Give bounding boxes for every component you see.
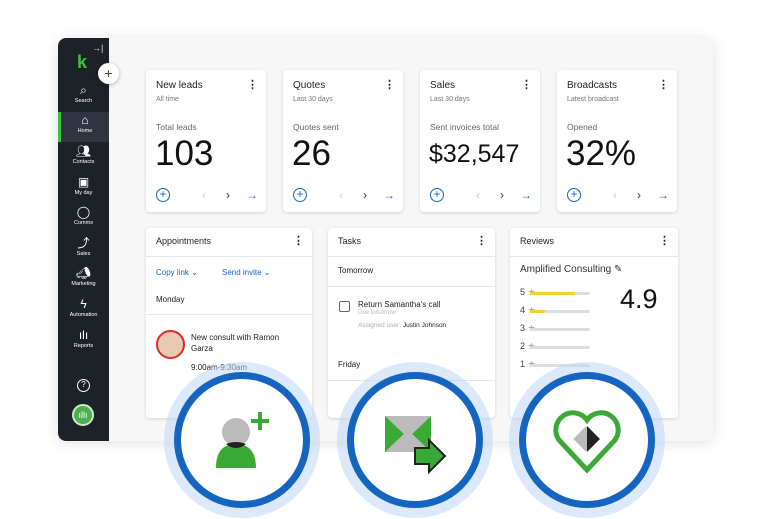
- card-label: Total leads: [156, 122, 197, 132]
- rating-bar: [530, 310, 590, 313]
- task-checkbox[interactable]: [339, 301, 350, 312]
- average-rating: 4.9: [620, 284, 658, 314]
- add-contact-badge: [164, 362, 320, 518]
- add-contact-icon: [216, 412, 269, 468]
- day-label: Monday: [156, 295, 185, 304]
- assigned-user: Justin Johnson: [402, 322, 447, 329]
- rating-bar: [530, 292, 590, 295]
- kpi-card-quotes: Quotes ⋮ Last 30 days Quotes sent 26 + ‹ › →: [283, 70, 403, 212]
- chat-icon: ◯: [76, 205, 91, 219]
- card-title: Appointments: [156, 236, 212, 246]
- more-menu-icon[interactable]: ⋮: [658, 79, 669, 91]
- group-label: Tomorrow: [338, 266, 374, 275]
- prev-icon[interactable]: ‹: [476, 188, 480, 202]
- card-value: 32%: [566, 134, 637, 173]
- megaphone-icon: 📣︎: [75, 266, 92, 280]
- search-icon: ⌕: [80, 83, 87, 97]
- user-avatar[interactable]: ıllı: [72, 404, 94, 426]
- contacts-icon: 👥︎: [75, 144, 92, 158]
- more-menu-icon[interactable]: ⋮: [476, 235, 487, 247]
- kpi-card-broadcasts: Broadcasts ⋮ Latest broadcast Opened 32% …: [557, 70, 677, 212]
- sidebar-item-my-day[interactable]: ▣ My day: [58, 174, 109, 204]
- sidebar-item-home[interactable]: ⌂ Home: [58, 112, 109, 142]
- card-period: Last 30 days: [293, 96, 333, 103]
- card-value: 26: [292, 134, 331, 173]
- card-value: $32,547: [429, 140, 520, 168]
- go-arrow-icon[interactable]: →: [246, 188, 258, 202]
- sidebar-item-comms[interactable]: ◯ Comms: [58, 204, 109, 234]
- more-menu-icon[interactable]: ⋮: [384, 79, 395, 91]
- card-title: Sales: [430, 80, 456, 91]
- assigned-label: Assigned user:: [358, 322, 401, 329]
- card-label: Opened: [567, 122, 598, 132]
- card-title: Quotes: [293, 80, 326, 91]
- card-title: Reviews: [520, 236, 555, 246]
- quick-add-button[interactable]: +: [98, 63, 119, 84]
- next-icon[interactable]: ›: [637, 188, 641, 202]
- copy-link-dropdown[interactable]: Copy link ⌄: [156, 268, 198, 277]
- prev-icon[interactable]: ‹: [202, 188, 206, 202]
- bar-chart-icon: ılı: [78, 328, 89, 342]
- heart-icon: [553, 410, 621, 474]
- collapse-sidebar-icon[interactable]: →|: [92, 43, 104, 53]
- home-icon: ⌂: [81, 113, 89, 127]
- add-icon[interactable]: +: [567, 188, 581, 202]
- add-icon[interactable]: +: [430, 188, 444, 202]
- email-forward-icon: [385, 416, 447, 475]
- next-icon[interactable]: ›: [363, 188, 367, 202]
- reputation-badge: [509, 362, 665, 518]
- add-icon[interactable]: +: [293, 188, 307, 202]
- appointment-title[interactable]: New consult with Ramon Garza: [191, 333, 280, 353]
- go-arrow-icon[interactable]: →: [657, 188, 669, 202]
- prev-icon[interactable]: ‹: [339, 188, 343, 202]
- card-title: Tasks: [338, 236, 362, 246]
- sidebar-item-sales[interactable]: ⤴ Sales: [58, 235, 109, 265]
- sales-icon: ⤴: [77, 236, 90, 250]
- card-period: Last 30 days: [430, 96, 470, 103]
- sidebar-item-contacts[interactable]: 👥︎ Contacts: [58, 143, 109, 173]
- task-title[interactable]: Return Samantha's call: [358, 300, 441, 309]
- next-icon[interactable]: ›: [226, 188, 230, 202]
- next-icon[interactable]: ›: [500, 188, 504, 202]
- help-icon[interactable]: ?: [77, 379, 90, 392]
- keap-logo: k: [77, 52, 88, 72]
- more-menu-icon[interactable]: ⋮: [521, 79, 532, 91]
- prev-icon[interactable]: ‹: [613, 188, 617, 202]
- sidebar-item-automation[interactable]: ϟ Automation: [58, 296, 109, 326]
- rating-bar: [530, 346, 590, 349]
- card-label: Sent invoices total: [430, 122, 499, 132]
- sidebar-item-reports[interactable]: ılı Reports: [58, 327, 109, 357]
- go-arrow-icon[interactable]: →: [520, 188, 532, 202]
- card-label: Quotes sent: [293, 122, 339, 132]
- lightning-icon: ϟ: [80, 297, 87, 311]
- go-arrow-icon[interactable]: →: [383, 188, 395, 202]
- sidebar-item-search[interactable]: ⌕ Search: [58, 82, 109, 112]
- sidebar: k →| ⌕ Search ⌂ Home 👥︎ Contacts ▣ My day ◯ C…: [58, 38, 109, 441]
- more-menu-icon[interactable]: ⋮: [659, 235, 670, 247]
- business-name: Amplified Consulting ✎: [520, 264, 623, 275]
- group-label: Friday: [338, 360, 361, 369]
- kpi-card-new-leads: New leads ⋮ All time Total leads 103 + ‹ › →: [146, 70, 266, 212]
- card-value: 103: [155, 134, 214, 173]
- sidebar-item-marketing[interactable]: 📣︎ Marketing: [58, 265, 109, 295]
- card-period: All time: [156, 96, 179, 103]
- contact-avatar: [156, 330, 185, 359]
- kpi-card-sales: Sales ⋮ Last 30 days Sent invoices total …: [420, 70, 540, 212]
- more-menu-icon[interactable]: ⋮: [293, 235, 304, 247]
- task-due: Due tomorrow: [358, 310, 396, 316]
- send-invite-dropdown[interactable]: Send invite ⌄: [222, 268, 271, 277]
- card-title: Broadcasts: [567, 80, 618, 91]
- card-title: New leads: [156, 80, 203, 91]
- calendar-icon: ▣: [77, 175, 90, 189]
- card-period: Latest broadcast: [567, 96, 619, 103]
- more-menu-icon[interactable]: ⋮: [247, 79, 258, 91]
- add-icon[interactable]: +: [156, 188, 170, 202]
- rating-bar: [530, 328, 590, 331]
- email-forward-badge: [337, 362, 493, 518]
- edit-icon[interactable]: ✎: [613, 264, 623, 275]
